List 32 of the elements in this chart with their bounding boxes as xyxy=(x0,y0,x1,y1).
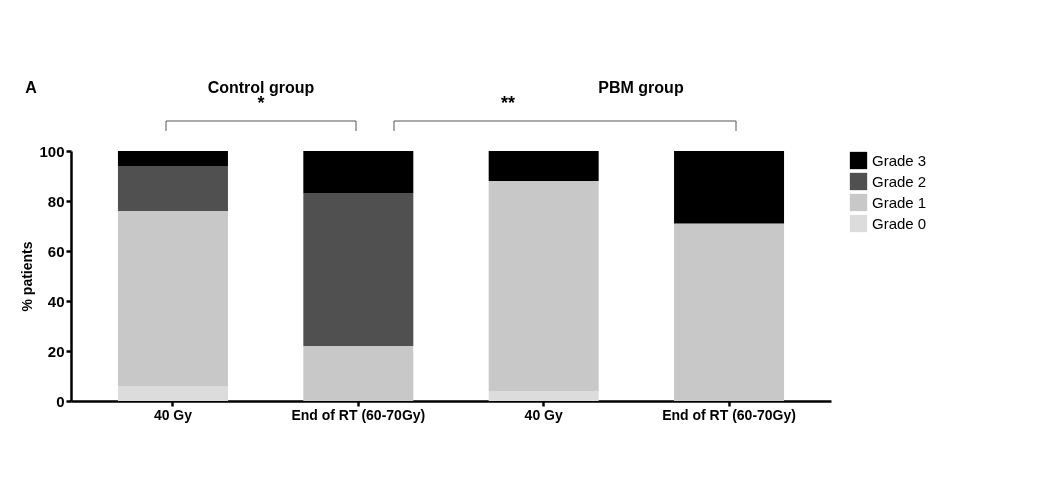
text: ** xyxy=(500,93,516,113)
bar xyxy=(117,151,228,166)
legend-label: Grade 1 xyxy=(872,193,927,211)
bar xyxy=(117,211,228,386)
bar xyxy=(303,193,414,346)
x-tick-label: End of RT (60-70Gy) xyxy=(291,406,426,423)
bar xyxy=(117,386,228,401)
y-tick-label: 20 xyxy=(47,342,65,360)
legend-label: Grade 2 xyxy=(872,172,927,190)
text: Control group xyxy=(207,79,315,96)
x-tick-label: End of RT (60-70Gy) xyxy=(662,406,796,423)
bar xyxy=(303,151,414,194)
bar xyxy=(488,151,599,181)
y-tick-label: 0 xyxy=(56,392,65,410)
bar xyxy=(674,151,785,224)
legend-label: Grade 0 xyxy=(872,214,927,232)
text: * xyxy=(257,93,265,113)
bar xyxy=(488,181,599,391)
bar xyxy=(117,166,228,211)
y-tick-label: 100 xyxy=(39,142,65,160)
x-tick-label: 40 Gy xyxy=(524,406,563,423)
y-tick-label: 80 xyxy=(47,192,65,210)
y-axis-title: % patients xyxy=(19,241,36,312)
bar xyxy=(488,391,599,401)
y-tick-label: 40 xyxy=(47,292,65,310)
x-tick-label: 40 Gy xyxy=(153,406,193,423)
bar xyxy=(674,223,785,401)
text: PBM group xyxy=(598,79,684,96)
bar xyxy=(303,346,414,401)
y-tick-label: 60 xyxy=(47,242,65,260)
legend-label: Grade 3 xyxy=(872,151,927,169)
text: A xyxy=(25,79,38,96)
